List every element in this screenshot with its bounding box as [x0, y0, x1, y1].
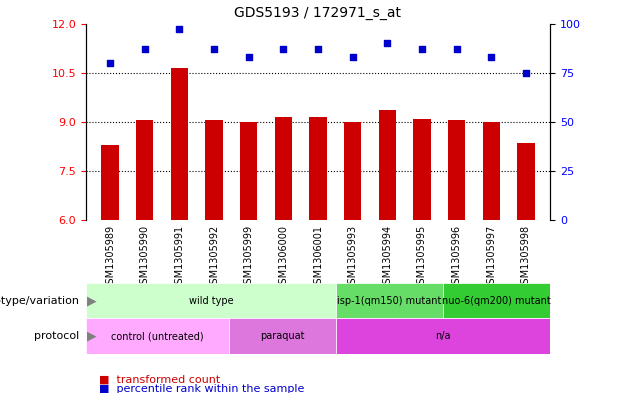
Bar: [240, 122, 258, 220]
Point: [279, 46, 289, 52]
Bar: [483, 122, 500, 220]
Text: GSM1305989: GSM1305989: [105, 225, 115, 290]
Text: GSM1305992: GSM1305992: [209, 225, 219, 290]
Text: ■  transformed count: ■ transformed count: [99, 374, 220, 384]
Text: GSM1305991: GSM1305991: [174, 225, 184, 290]
Point: [382, 40, 392, 46]
Text: ▶: ▶: [87, 294, 97, 307]
Text: GSM1305996: GSM1305996: [452, 225, 462, 290]
Bar: [229, 318, 336, 354]
Text: isp-1(qm150) mutant: isp-1(qm150) mutant: [337, 296, 441, 306]
Text: ■  percentile rank within the sample: ■ percentile rank within the sample: [99, 384, 304, 393]
Bar: [336, 318, 550, 354]
Bar: [170, 68, 188, 220]
Bar: [517, 143, 534, 220]
Text: paraquat: paraquat: [260, 331, 305, 341]
Text: n/a: n/a: [435, 331, 451, 341]
Bar: [86, 283, 336, 318]
Point: [452, 46, 462, 52]
Bar: [448, 120, 466, 220]
Point: [417, 46, 427, 52]
Point: [521, 70, 531, 76]
Bar: [443, 283, 550, 318]
Point: [209, 46, 219, 52]
Text: nuo-6(qm200) mutant: nuo-6(qm200) mutant: [442, 296, 551, 306]
Point: [313, 46, 323, 52]
Bar: [344, 122, 361, 220]
Text: protocol: protocol: [34, 331, 80, 341]
Text: wild type: wild type: [188, 296, 233, 306]
Text: control (untreated): control (untreated): [111, 331, 204, 341]
Point: [174, 26, 184, 33]
Bar: [275, 117, 292, 220]
Bar: [309, 117, 327, 220]
Text: GSM1306000: GSM1306000: [279, 225, 288, 290]
Bar: [86, 318, 229, 354]
Text: GSM1305993: GSM1305993: [348, 225, 357, 290]
Text: ▶: ▶: [87, 329, 97, 343]
Text: genotype/variation: genotype/variation: [0, 296, 80, 306]
Text: GSM1305999: GSM1305999: [244, 225, 254, 290]
Title: GDS5193 / 172971_s_at: GDS5193 / 172971_s_at: [235, 6, 401, 20]
Bar: [136, 120, 153, 220]
Point: [140, 46, 150, 52]
Bar: [102, 145, 119, 220]
Bar: [336, 283, 443, 318]
Point: [244, 54, 254, 60]
Text: GSM1305994: GSM1305994: [382, 225, 392, 290]
Bar: [205, 120, 223, 220]
Text: GSM1305995: GSM1305995: [417, 225, 427, 290]
Point: [105, 60, 115, 66]
Point: [347, 54, 357, 60]
Text: GSM1305990: GSM1305990: [140, 225, 149, 290]
Text: GSM1305998: GSM1305998: [521, 225, 531, 290]
Text: GSM1306001: GSM1306001: [313, 225, 323, 290]
Bar: [413, 119, 431, 220]
Text: GSM1305997: GSM1305997: [487, 225, 496, 290]
Bar: [378, 110, 396, 220]
Point: [486, 54, 496, 60]
